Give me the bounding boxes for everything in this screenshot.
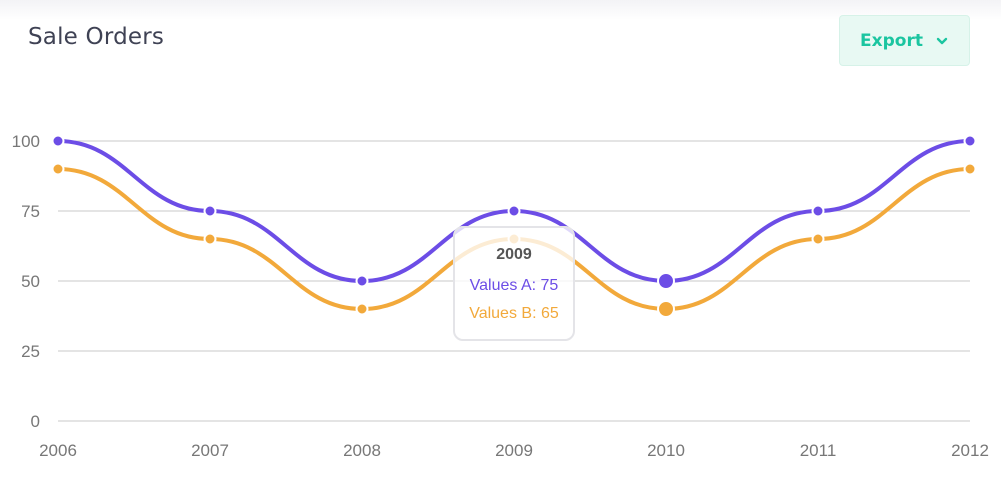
data-point-b[interactable] [963, 162, 977, 176]
y-tick-label: 100 [12, 132, 40, 151]
chart-tooltip: 2009 Values A: 75 Values B: 65 [453, 226, 575, 341]
tooltip-title: 2009 [496, 246, 532, 263]
x-tick-label: 2010 [647, 441, 685, 460]
data-point-b[interactable] [203, 232, 217, 246]
x-tick-label: 2007 [191, 441, 229, 460]
data-point-a[interactable] [657, 272, 675, 290]
export-button-label: Export [860, 30, 923, 51]
x-tick-label: 2006 [39, 441, 77, 460]
data-point-a[interactable] [355, 274, 369, 288]
export-button[interactable]: Export [839, 15, 970, 66]
x-tick-label: 2011 [800, 441, 837, 460]
data-point-a[interactable] [963, 134, 977, 148]
y-tick-label: 25 [21, 342, 40, 361]
data-point-b[interactable] [811, 232, 825, 246]
chevron-down-icon [935, 34, 949, 48]
data-point-a[interactable] [507, 204, 521, 218]
top-shadow-band [0, 0, 1001, 20]
data-point-b[interactable] [51, 162, 65, 176]
data-point-a[interactable] [51, 134, 65, 148]
tooltip-value-b: Values B: 65 [469, 305, 559, 322]
data-point-a[interactable] [811, 204, 825, 218]
tooltip-value-a: Values A: 75 [469, 277, 559, 294]
card-title: Sale Orders [28, 24, 165, 50]
y-tick-label: 0 [31, 412, 40, 431]
x-tick-label: 2012 [951, 441, 989, 460]
data-point-b[interactable] [355, 302, 369, 316]
x-tick-label: 2008 [343, 441, 381, 460]
data-point-a[interactable] [203, 204, 217, 218]
x-tick-label: 2009 [495, 441, 533, 460]
y-tick-label: 75 [21, 202, 40, 221]
data-point-b[interactable] [657, 300, 675, 318]
y-tick-label: 50 [21, 272, 40, 291]
